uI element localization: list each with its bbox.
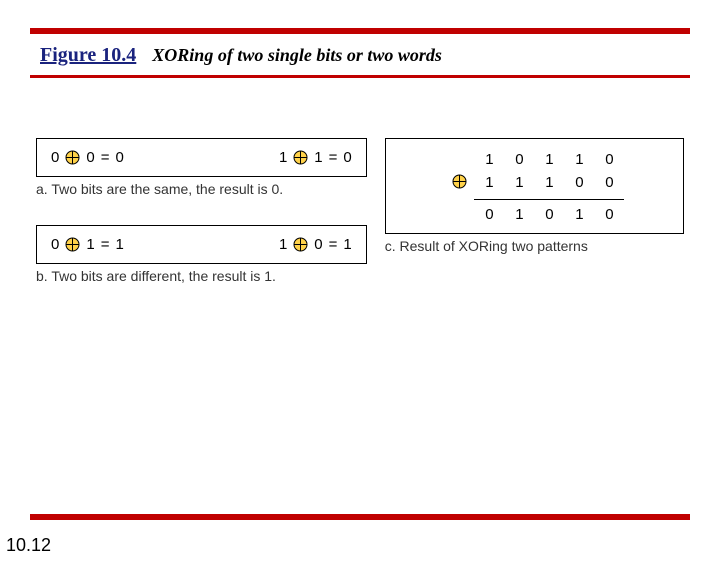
operand: 1 bbox=[86, 236, 94, 253]
left-column: 0 0 = 0 1 1 = 0 a. Two bits are the same… bbox=[36, 138, 367, 284]
result: 0 bbox=[115, 149, 123, 166]
expr-b1: 0 1 = 1 bbox=[51, 236, 124, 253]
page-number: 10.12 bbox=[6, 535, 51, 556]
bit: 1 bbox=[564, 206, 594, 223]
figure-caption: XORing of two single bits or two words bbox=[152, 45, 442, 65]
box-a: 0 0 = 0 1 1 = 0 bbox=[36, 138, 367, 177]
equals: = bbox=[329, 149, 338, 166]
result: 1 bbox=[343, 236, 351, 253]
expr-a2: 1 1 = 0 bbox=[279, 149, 352, 166]
operand: 0 bbox=[51, 149, 59, 166]
bit: 1 bbox=[564, 151, 594, 168]
bit: 0 bbox=[504, 151, 534, 168]
operand: 0 bbox=[86, 149, 94, 166]
xor-icon bbox=[65, 237, 80, 252]
box-b: 0 1 = 1 1 0 = 1 bbox=[36, 225, 367, 264]
xor-icon bbox=[293, 150, 308, 165]
caption-b: b. Two bits are different, the result is… bbox=[36, 268, 367, 284]
bit: 1 bbox=[504, 206, 534, 223]
bit: 0 bbox=[594, 151, 624, 168]
expr-a1: 0 0 = 0 bbox=[51, 149, 124, 166]
xor-icon bbox=[293, 237, 308, 252]
xor-icon bbox=[65, 150, 80, 165]
bit: 0 bbox=[564, 174, 594, 191]
operand: 1 bbox=[314, 149, 322, 166]
box-c: 1 0 1 1 0 1 1 1 0 0 0 1 0 1 0 bbox=[385, 138, 684, 234]
right-column: 1 0 1 1 0 1 1 1 0 0 0 1 0 1 0 bbox=[385, 138, 684, 284]
blank-cell bbox=[444, 206, 474, 223]
operand: 1 bbox=[279, 236, 287, 253]
bit: 0 bbox=[534, 206, 564, 223]
bit: 1 bbox=[534, 151, 564, 168]
bit: 0 bbox=[474, 206, 504, 223]
result: 1 bbox=[115, 236, 123, 253]
equals: = bbox=[329, 236, 338, 253]
word-table: 1 0 1 1 0 1 1 1 0 0 0 1 0 1 0 bbox=[404, 151, 665, 223]
bit: 1 bbox=[474, 174, 504, 191]
bit: 0 bbox=[594, 174, 624, 191]
blank-cell bbox=[444, 197, 474, 200]
divider bbox=[474, 199, 624, 200]
diagram-area: 0 0 = 0 1 1 = 0 a. Two bits are the same… bbox=[0, 78, 720, 284]
result: 0 bbox=[343, 149, 351, 166]
bit: 1 bbox=[474, 151, 504, 168]
equals: = bbox=[101, 236, 110, 253]
equals: = bbox=[101, 149, 110, 166]
blank-cell bbox=[444, 151, 474, 168]
bit: 1 bbox=[504, 174, 534, 191]
bit: 0 bbox=[594, 206, 624, 223]
figure-number: Figure 10.4 bbox=[40, 44, 136, 66]
figure-title: Figure 10.4 XORing of two single bits or… bbox=[0, 34, 720, 73]
caption-c: c. Result of XORing two patterns bbox=[385, 238, 684, 254]
expr-b2: 1 0 = 1 bbox=[279, 236, 352, 253]
bit: 1 bbox=[534, 174, 564, 191]
xor-icon bbox=[452, 174, 467, 189]
operand: 0 bbox=[314, 236, 322, 253]
caption-a: a. Two bits are the same, the result is … bbox=[36, 181, 367, 197]
bottom-rule bbox=[30, 514, 690, 520]
operand: 1 bbox=[279, 149, 287, 166]
operand: 0 bbox=[51, 236, 59, 253]
